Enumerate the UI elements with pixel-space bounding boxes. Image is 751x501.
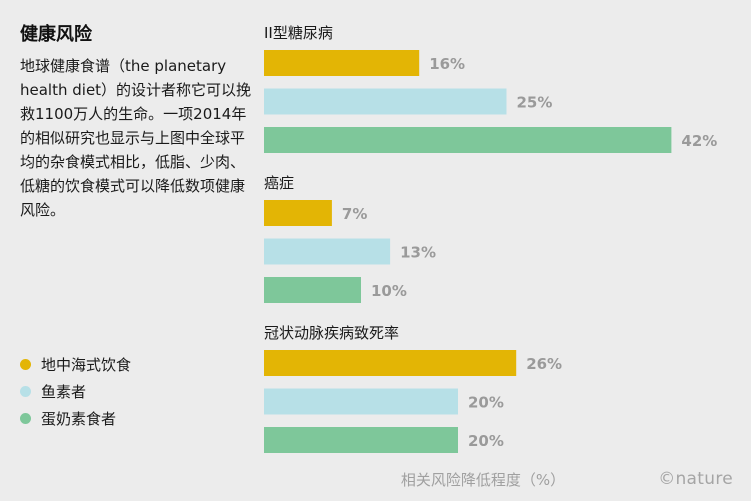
bar: [264, 127, 672, 153]
legend-item: 蛋奶素食者: [20, 405, 131, 432]
data-label: 20%: [468, 432, 504, 450]
legend-label: 蛋奶素食者: [41, 410, 117, 428]
bar: [264, 238, 391, 265]
bar: [264, 350, 517, 376]
data-label: 42%: [681, 132, 717, 150]
bar: [264, 200, 332, 226]
chart-description: 地球健康食谱（the planetary health diet）的设计者称它可…: [20, 57, 252, 219]
legend-label: 鱼素者: [41, 383, 87, 401]
nature-logo: ©nature: [658, 469, 733, 489]
data-label: 7%: [342, 205, 367, 223]
group-label: II型糖尿病: [264, 24, 333, 42]
bar: [264, 88, 507, 115]
bar: [264, 277, 361, 303]
bar: [264, 427, 458, 453]
legend-label: 地中海式饮食: [41, 356, 132, 374]
legend-item: 地中海式饮食: [20, 351, 131, 378]
group-label: 冠状动脉疾病致死率: [264, 324, 399, 342]
legend-marker: [20, 413, 31, 424]
data-label: 26%: [526, 355, 562, 373]
data-label: 10%: [371, 282, 407, 300]
bar: [264, 50, 420, 76]
legend-marker: [20, 386, 31, 397]
data-label: 25%: [517, 94, 553, 112]
legend-marker: [20, 359, 31, 370]
data-label: 13%: [400, 244, 436, 262]
legend-item: 鱼素者: [20, 378, 131, 405]
group-label: 癌症: [264, 174, 294, 192]
bar: [264, 388, 458, 415]
legend: 地中海式饮食 鱼素者 蛋奶素食者: [20, 351, 131, 432]
data-label: 20%: [468, 394, 504, 412]
chart-title: 健康风险: [20, 24, 92, 45]
data-label: 16%: [429, 55, 465, 73]
x-axis-label: 相关风险降低程度（%）: [401, 471, 565, 489]
